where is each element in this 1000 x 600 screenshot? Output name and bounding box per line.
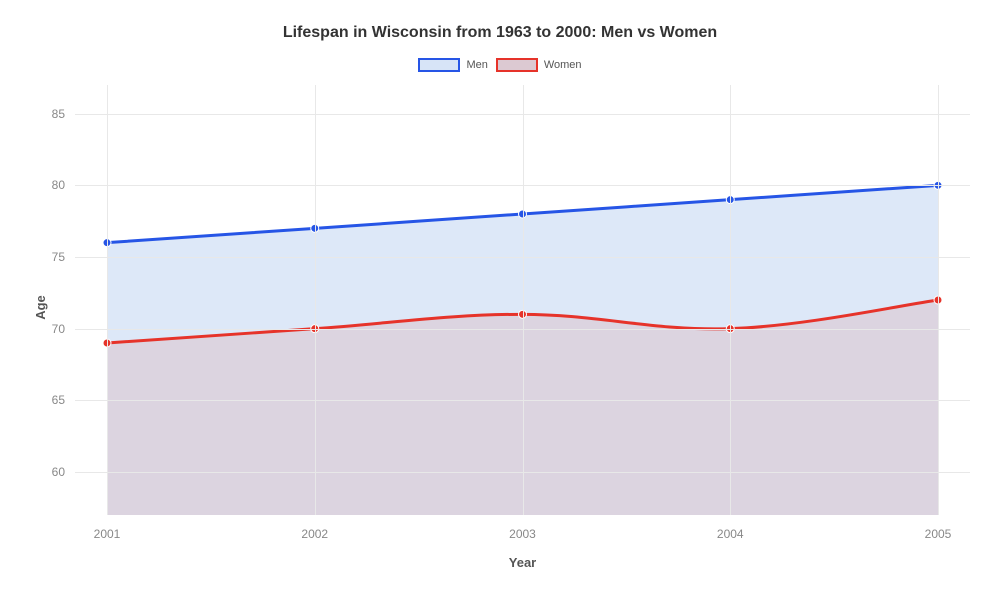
x-tick-label: 2002 bbox=[301, 527, 328, 541]
y-tick-label: 85 bbox=[52, 107, 65, 121]
y-tick-label: 70 bbox=[52, 322, 65, 336]
y-tick-label: 75 bbox=[52, 250, 65, 264]
y-axis-label: Age bbox=[34, 295, 49, 320]
plot-area bbox=[75, 85, 970, 515]
gridline-v bbox=[315, 85, 316, 515]
gridline-h bbox=[75, 400, 970, 401]
x-axis-label: Year bbox=[509, 555, 536, 570]
gridline-h bbox=[75, 329, 970, 330]
legend-label-men: Men bbox=[466, 59, 487, 71]
legend: Men Women bbox=[0, 58, 1000, 72]
y-tick-label: 65 bbox=[52, 393, 65, 407]
chart-container: Lifespan in Wisconsin from 1963 to 2000:… bbox=[0, 0, 1000, 600]
x-tick-label: 2005 bbox=[925, 527, 952, 541]
x-tick-label: 2003 bbox=[509, 527, 536, 541]
x-tick-label: 2004 bbox=[717, 527, 744, 541]
chart-title: Lifespan in Wisconsin from 1963 to 2000:… bbox=[0, 24, 1000, 42]
x-tick-label: 2001 bbox=[94, 527, 121, 541]
gridline-v bbox=[523, 85, 524, 515]
gridline-v bbox=[730, 85, 731, 515]
legend-swatch-men bbox=[418, 58, 460, 72]
legend-item-men[interactable]: Men bbox=[418, 58, 487, 72]
gridline-h bbox=[75, 257, 970, 258]
legend-label-women: Women bbox=[544, 59, 582, 71]
gridline-h bbox=[75, 185, 970, 186]
gridline-h bbox=[75, 472, 970, 473]
gridline-h bbox=[75, 114, 970, 115]
gridline-v bbox=[107, 85, 108, 515]
gridline-v bbox=[938, 85, 939, 515]
y-tick-label: 60 bbox=[52, 465, 65, 479]
legend-swatch-women bbox=[496, 58, 538, 72]
y-tick-label: 80 bbox=[52, 178, 65, 192]
legend-item-women[interactable]: Women bbox=[496, 58, 582, 72]
